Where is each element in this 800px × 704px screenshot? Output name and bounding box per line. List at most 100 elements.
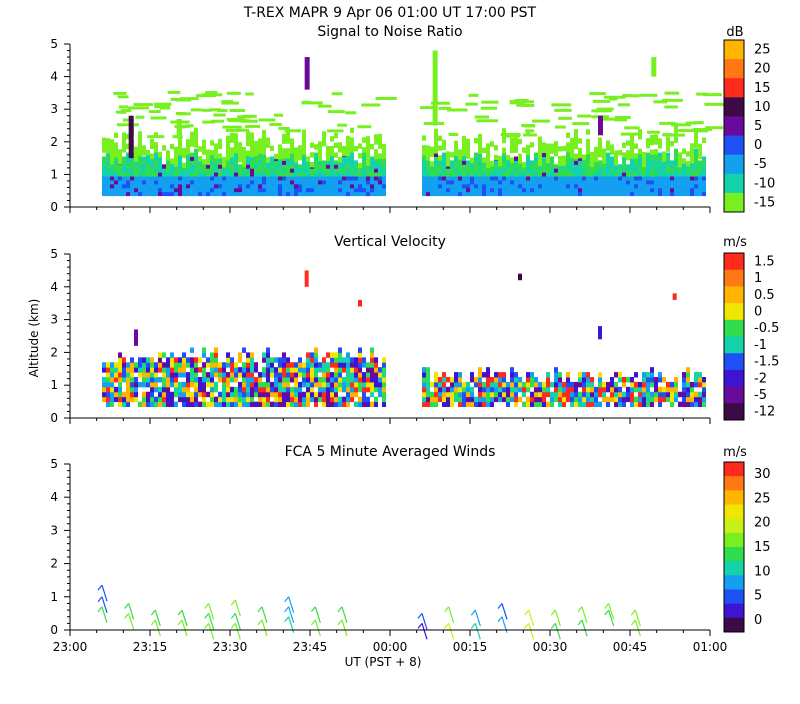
snr-cell — [422, 164, 426, 169]
snr-cell — [666, 136, 670, 143]
snr-cell — [606, 191, 610, 197]
snr-cell — [610, 149, 614, 155]
snr-cell — [258, 179, 262, 185]
vv-cell — [682, 401, 686, 408]
snr-cell — [250, 172, 254, 177]
snr-cell — [454, 172, 458, 177]
vv-cell — [290, 377, 294, 383]
snr-cell — [690, 168, 694, 173]
snr-cell — [330, 187, 334, 193]
snr-cell — [474, 156, 478, 161]
vv-cell — [454, 372, 458, 378]
snr-cell — [554, 125, 566, 129]
snr-cell — [245, 124, 260, 128]
snr-cell — [178, 156, 182, 161]
snr-cell — [438, 160, 442, 165]
snr-cell — [174, 168, 178, 173]
vv-cell — [242, 377, 246, 383]
vv-cell — [246, 367, 250, 373]
vv-cell — [334, 357, 338, 363]
vv-cell — [422, 396, 426, 403]
vv-cell — [362, 372, 366, 378]
vv-cell — [650, 381, 654, 388]
snr-cell — [190, 108, 202, 112]
snr-cell — [322, 187, 326, 193]
vv-cell — [682, 372, 686, 378]
snr-cell — [302, 179, 306, 185]
vv-cell — [626, 377, 630, 383]
vv-cell — [546, 377, 550, 383]
snr-cell — [442, 172, 446, 177]
vv-cell — [594, 386, 598, 393]
vv-cell — [254, 377, 258, 383]
snr-cell — [126, 152, 130, 157]
wind-barb-shaft — [634, 609, 641, 627]
snr-cell — [526, 168, 530, 173]
snr-cell — [518, 179, 522, 185]
snr-cell — [142, 156, 146, 161]
snr-cell — [522, 191, 526, 197]
vv-cell — [382, 372, 386, 378]
snr-cell — [426, 164, 430, 169]
snr-cell — [458, 176, 462, 181]
snr-cell — [218, 143, 222, 150]
snr-cell — [434, 179, 438, 185]
snr-cell — [522, 176, 526, 181]
snr-cell — [154, 172, 158, 177]
snr-cell — [142, 179, 146, 185]
y-tick-label: 1 — [50, 167, 58, 181]
snr-cell — [254, 140, 258, 147]
wind-barb — [470, 609, 481, 627]
vv-cell — [338, 362, 342, 368]
snr-cell — [370, 183, 374, 189]
vv-cell — [510, 386, 514, 393]
snr-cell — [338, 168, 342, 173]
snr-cell — [146, 183, 150, 189]
snr-cell — [638, 134, 642, 140]
snr-cell — [298, 179, 302, 185]
snr-cell — [551, 103, 572, 107]
x-tick-label: 23:45 — [293, 640, 328, 654]
snr-cell — [422, 160, 426, 165]
snr-cell — [574, 133, 578, 140]
vv-cell — [546, 381, 550, 388]
vv-cell — [610, 391, 614, 398]
snr-cell — [662, 172, 666, 177]
wind-barb-shaft — [181, 609, 188, 627]
vv-cell — [290, 367, 294, 373]
vv-cell — [154, 396, 158, 403]
snr-cell — [502, 176, 506, 181]
snr-cell — [465, 102, 478, 106]
wind-barb-shaft — [341, 619, 348, 637]
y-tick-label: 5 — [50, 457, 58, 471]
snr-cell — [234, 160, 238, 165]
snr-cell — [654, 156, 658, 161]
snr-cell — [182, 179, 186, 185]
vv-cell — [650, 372, 654, 378]
snr-cell — [174, 146, 178, 153]
vv-cell — [214, 347, 218, 353]
snr-cell — [194, 148, 198, 154]
snr-cell — [154, 102, 172, 106]
snr-cell — [262, 183, 266, 189]
vv-cell — [330, 362, 334, 368]
snr-cell — [326, 191, 330, 197]
snr-cell — [186, 148, 190, 155]
vv-cell — [170, 391, 174, 398]
snr-cell — [178, 172, 182, 177]
vv-cell — [210, 367, 214, 373]
snr-cell — [242, 179, 246, 185]
vv-cell — [606, 396, 610, 403]
vv-cell — [646, 372, 650, 378]
vv-cell — [150, 401, 154, 408]
snr-cell — [686, 172, 690, 177]
snr-cell — [126, 191, 130, 197]
vv-cell — [422, 381, 426, 388]
vv-cell — [158, 357, 162, 363]
snr-cell — [302, 129, 306, 135]
snr-cell — [574, 183, 578, 189]
snr-cell — [586, 143, 590, 150]
snr-cell — [478, 164, 482, 169]
wind-barb — [604, 609, 615, 627]
